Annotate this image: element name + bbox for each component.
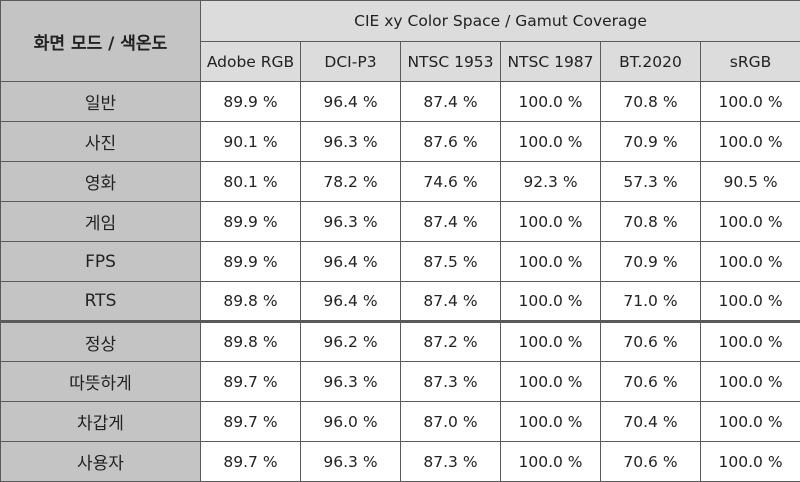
value-cell: 96.3 % [301,362,401,402]
table-row: FPS 89.9 % 96.4 % 87.5 % 100.0 % 70.9 % … [1,242,800,282]
row-header: FPS [1,242,201,282]
value-cell: 100.0 % [701,122,800,162]
value-cell: 96.2 % [301,322,401,362]
value-cell: 100.0 % [501,442,601,482]
value-cell: 89.7 % [201,442,301,482]
value-cell: 87.4 % [401,82,501,122]
value-cell: 70.6 % [601,322,701,362]
table-row: 영화 80.1 % 78.2 % 74.6 % 92.3 % 57.3 % 90… [1,162,800,202]
row-header: 일반 [1,82,201,122]
value-cell: 96.3 % [301,442,401,482]
value-cell: 70.4 % [601,402,701,442]
value-cell: 87.3 % [401,362,501,402]
value-cell: 100.0 % [501,122,601,162]
row-header: 영화 [1,162,201,202]
value-cell: 100.0 % [501,282,601,322]
row-header: 정상 [1,322,201,362]
value-cell: 96.4 % [301,82,401,122]
column-header-dci-p3: DCI-P3 [301,42,401,82]
column-header-bt2020: BT.2020 [601,42,701,82]
row-header: 사용자 [1,442,201,482]
value-cell: 78.2 % [301,162,401,202]
value-cell: 100.0 % [701,82,800,122]
value-cell: 100.0 % [701,402,800,442]
value-cell: 87.3 % [401,442,501,482]
column-header-adobe-rgb: Adobe RGB [201,42,301,82]
value-cell: 74.6 % [401,162,501,202]
value-cell: 100.0 % [501,242,601,282]
value-cell: 96.3 % [301,202,401,242]
value-cell: 100.0 % [501,202,601,242]
value-cell: 70.8 % [601,82,701,122]
table-row: 사용자 89.7 % 96.3 % 87.3 % 100.0 % 70.6 % … [1,442,800,482]
value-cell: 87.0 % [401,402,501,442]
value-cell: 89.8 % [201,322,301,362]
value-cell: 87.6 % [401,122,501,162]
table-row: 따뜻하게 89.7 % 96.3 % 87.3 % 100.0 % 70.6 %… [1,362,800,402]
value-cell: 92.3 % [501,162,601,202]
value-cell: 100.0 % [701,202,800,242]
row-header: 게임 [1,202,201,242]
table-row: 게임 89.9 % 96.3 % 87.4 % 100.0 % 70.8 % 1… [1,202,800,242]
value-cell: 70.6 % [601,442,701,482]
table-row: 정상 89.8 % 96.2 % 87.2 % 100.0 % 70.6 % 1… [1,322,800,362]
value-cell: 96.0 % [301,402,401,442]
value-cell: 100.0 % [701,442,800,482]
value-cell: 100.0 % [501,402,601,442]
row-header: 사진 [1,122,201,162]
value-cell: 89.9 % [201,202,301,242]
value-cell: 96.3 % [301,122,401,162]
table-row: 일반 89.9 % 96.4 % 87.4 % 100.0 % 70.8 % 1… [1,82,800,122]
value-cell: 87.4 % [401,202,501,242]
value-cell: 89.7 % [201,402,301,442]
row-header: 차갑게 [1,402,201,442]
value-cell: 57.3 % [601,162,701,202]
value-cell: 100.0 % [701,362,800,402]
value-cell: 90.1 % [201,122,301,162]
value-cell: 100.0 % [701,322,800,362]
value-cell: 87.4 % [401,282,501,322]
row-header: 따뜻하게 [1,362,201,402]
value-cell: 70.9 % [601,242,701,282]
value-cell: 100.0 % [501,82,601,122]
corner-header: 화면 모드 / 색온도 [1,1,201,82]
value-cell: 100.0 % [501,362,601,402]
value-cell: 87.2 % [401,322,501,362]
value-cell: 96.4 % [301,242,401,282]
value-cell: 90.5 % [701,162,800,202]
value-cell: 70.9 % [601,122,701,162]
value-cell: 100.0 % [501,322,601,362]
value-cell: 89.9 % [201,82,301,122]
value-cell: 89.8 % [201,282,301,322]
value-cell: 70.6 % [601,362,701,402]
column-header-srgb: sRGB [701,42,800,82]
table-title: CIE xy Color Space / Gamut Coverage [201,1,800,42]
value-cell: 71.0 % [601,282,701,322]
column-header-ntsc-1987: NTSC 1987 [501,42,601,82]
value-cell: 89.9 % [201,242,301,282]
value-cell: 96.4 % [301,282,401,322]
value-cell: 87.5 % [401,242,501,282]
table-row: 차갑게 89.7 % 96.0 % 87.0 % 100.0 % 70.4 % … [1,402,800,442]
column-header-ntsc-1953: NTSC 1953 [401,42,501,82]
value-cell: 100.0 % [701,242,800,282]
value-cell: 100.0 % [701,282,800,322]
value-cell: 70.8 % [601,202,701,242]
value-cell: 89.7 % [201,362,301,402]
table-row: RTS 89.8 % 96.4 % 87.4 % 100.0 % 71.0 % … [1,282,800,322]
value-cell: 80.1 % [201,162,301,202]
row-header: RTS [1,282,201,322]
table-row: 사진 90.1 % 96.3 % 87.6 % 100.0 % 70.9 % 1… [1,122,800,162]
